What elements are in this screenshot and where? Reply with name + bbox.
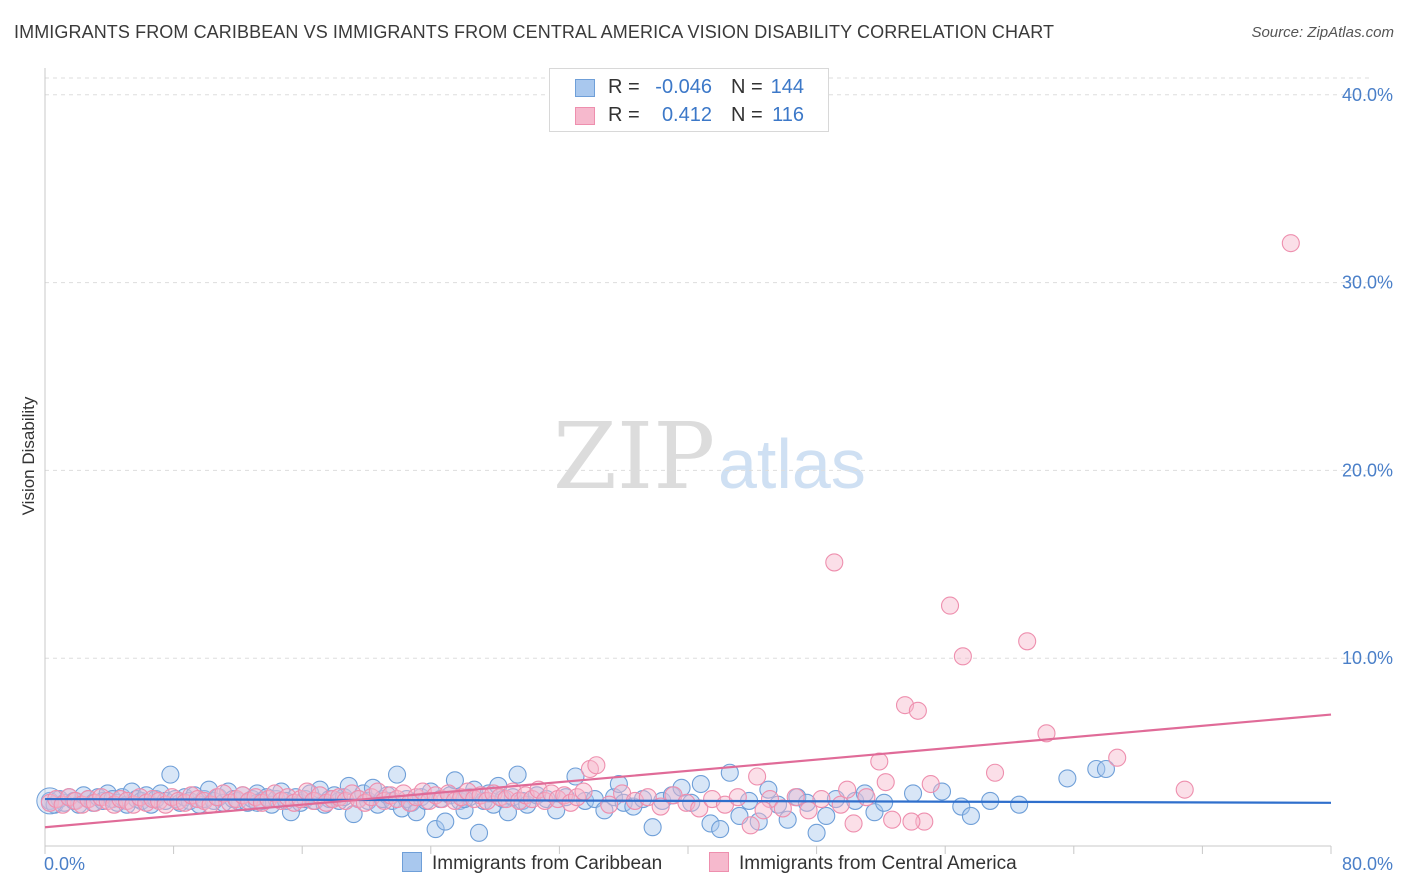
central-america-point <box>844 814 863 833</box>
caribbean-point <box>807 823 826 842</box>
caribbean-point <box>961 806 980 826</box>
legend-item-central-america: Immigrants from Central America <box>709 852 1017 875</box>
legend-row-central-america: R = 0.412 N = 116 <box>550 101 828 129</box>
x-tick-label: 0.0% <box>44 854 85 874</box>
central-america-point <box>574 782 593 801</box>
caribbean-point <box>797 793 817 812</box>
caribbean-point <box>508 765 527 784</box>
caribbean-point <box>595 801 614 820</box>
caribbean-point <box>778 810 797 829</box>
caribbean-point <box>875 793 894 812</box>
legend-n-label: N = <box>731 104 763 126</box>
caribbean-point <box>1058 769 1077 788</box>
watermark-zip: ZIP <box>553 403 715 510</box>
axes <box>44 68 1332 854</box>
central-america-point <box>902 812 921 831</box>
y-tick-label: 30.0% <box>1342 273 1393 293</box>
caribbean-trend-line <box>44 797 1332 804</box>
caribbean-point <box>387 765 407 784</box>
legend-n-value: 144 <box>770 76 804 98</box>
central-america-point <box>876 773 895 792</box>
watermark-atlas: atlas <box>718 425 866 503</box>
caribbean-point <box>1087 759 1106 779</box>
central-america-point <box>728 788 747 807</box>
caribbean-point <box>1096 759 1115 779</box>
central-america-point <box>940 596 960 615</box>
central-america-point <box>883 810 902 829</box>
legend-n-value: 116 <box>772 104 804 126</box>
central-america-point <box>915 812 934 831</box>
x-tick-label: 80.0% <box>1342 854 1393 874</box>
caribbean-point <box>614 793 633 812</box>
central-america-point <box>870 752 889 771</box>
legend-row-caribbean: R = -0.046 N = 144 <box>550 73 828 101</box>
legend-swatch-blue <box>575 79 595 97</box>
legend-r-label: R = <box>608 76 640 98</box>
legend-r-label: R = <box>608 104 640 126</box>
central-america-point <box>921 774 940 794</box>
caribbean-point <box>643 818 662 837</box>
chart-title: IMMIGRANTS FROM CARIBBEAN VS IMMIGRANTS … <box>14 22 1055 42</box>
legend-r-value: 0.412 <box>661 104 712 126</box>
central-america-trend-line <box>44 713 1332 829</box>
central-america-point <box>1037 724 1056 743</box>
central-america-point <box>812 789 831 809</box>
caribbean-point <box>469 823 489 842</box>
caribbean-point <box>161 765 180 784</box>
central-america-point <box>1108 748 1127 767</box>
central-america-point <box>857 788 876 807</box>
legend-swatch-pink <box>709 852 729 872</box>
central-america-point <box>748 767 767 786</box>
central-america-point <box>953 647 972 666</box>
caribbean-point <box>445 771 464 790</box>
central-america-point <box>908 701 927 720</box>
legend-swatch-blue <box>402 852 422 872</box>
source-label: Source: ZipAtlas.com <box>1251 24 1394 41</box>
y-axis-label: Vision Disability <box>19 396 38 515</box>
caribbean-point <box>759 780 778 799</box>
y-tick-label: 20.0% <box>1342 460 1393 480</box>
central-america-point <box>1018 632 1037 651</box>
caribbean-point <box>609 774 628 794</box>
central-america-point <box>1175 780 1194 799</box>
central-america-point <box>838 780 857 799</box>
caribbean-point <box>711 820 730 839</box>
y-tick-label: 40.0% <box>1342 85 1393 105</box>
legend-r-value: -0.046 <box>655 76 712 98</box>
legend-label-caribbean: Immigrants from Caribbean <box>432 853 663 874</box>
central-america-point <box>741 816 760 835</box>
caribbean-point <box>1010 795 1029 814</box>
central-america-point <box>773 799 792 818</box>
trend-lines <box>44 713 1332 829</box>
central-america-point <box>651 797 670 816</box>
central-america-point <box>1281 234 1300 253</box>
central-america-point <box>831 795 850 814</box>
grid-lines <box>45 77 1370 659</box>
watermark: ZIP atlas <box>553 403 866 510</box>
caribbean-point <box>817 806 836 826</box>
legend-swatch-pink <box>575 107 595 125</box>
caribbean-point <box>701 814 720 833</box>
tick-labels: 10.0% 20.0% 30.0% 40.0% 0.0% 80.0% <box>44 85 1393 874</box>
central-america-point <box>760 789 780 809</box>
central-america-point <box>825 553 844 572</box>
legend-label-central-america: Immigrants from Central America <box>739 853 1017 874</box>
legend-item-caribbean: Immigrants from Caribbean <box>402 852 662 875</box>
caribbean-point <box>426 820 445 839</box>
y-tick-label: 10.0% <box>1342 648 1393 668</box>
correlation-legend: R = -0.046 N = 144 R = 0.412 N = 116 <box>549 68 829 132</box>
caribbean-point <box>691 774 710 794</box>
caribbean-point <box>865 803 884 822</box>
central-america-point <box>786 788 805 807</box>
series-legend: Immigrants from Caribbean Immigrants fro… <box>0 852 1406 878</box>
caribbean-point <box>436 812 455 831</box>
series-central-america-points <box>40 234 1300 835</box>
caribbean-point <box>903 784 923 803</box>
central-america-point <box>587 756 606 775</box>
central-america-point <box>754 801 773 820</box>
legend-n-label: N = <box>731 76 763 98</box>
central-america-point <box>985 763 1005 782</box>
